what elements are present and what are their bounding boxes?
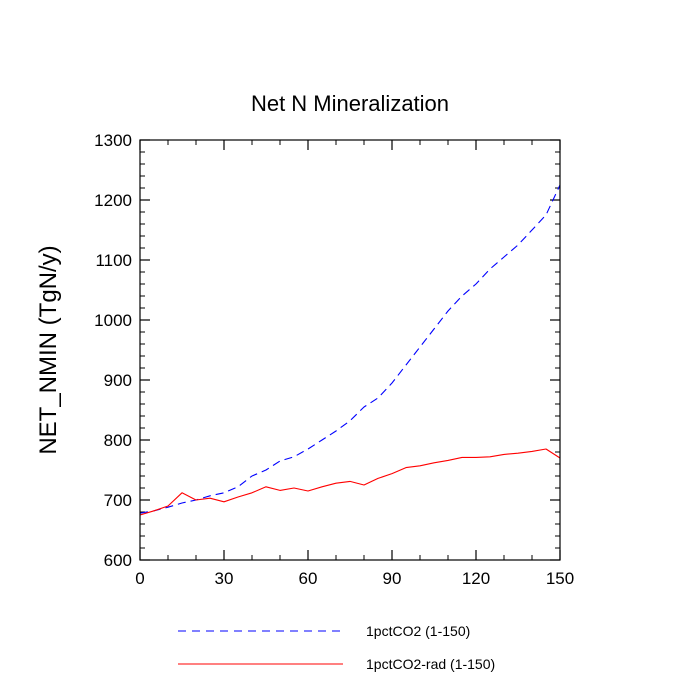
- plot-frame: [139, 139, 561, 561]
- series-line-1pctco2: [139, 184, 561, 514]
- legend-label: 1pctCO2-rad (1-150): [366, 656, 495, 672]
- x-tick-label: 30: [215, 569, 234, 588]
- y-tick-label: 1300: [94, 131, 132, 150]
- y-tick-label: 800: [104, 431, 132, 450]
- axis-ticks: 600 700 800 900 1000 1100 1200 1300 0 30 60 90 120 15…: [94, 131, 574, 588]
- x-tick-label: 150: [546, 569, 574, 588]
- x-tick-label: 0: [135, 569, 144, 588]
- y-tick-label: 1100: [95, 251, 132, 270]
- y-tick-label: 1200: [94, 191, 132, 210]
- legend-label: 1pctCO2 (1-150): [366, 623, 470, 639]
- y-axis-label: NET_NMIN (TgN/y): [35, 245, 62, 454]
- chart-title: Net N Mineralization: [251, 91, 449, 116]
- legend: 1pctCO2 (1-150) 1pctCO2-rad (1-150): [178, 623, 495, 672]
- x-tick-label: 60: [299, 569, 318, 588]
- series-line-1pctco2-rad: [139, 448, 561, 516]
- y-tick-label: 700: [104, 491, 132, 510]
- y-tick-label: 1000: [94, 311, 132, 330]
- y-tick-label: 600: [104, 551, 132, 570]
- series-layer: [139, 184, 561, 516]
- y-tick-label: 900: [104, 371, 132, 390]
- x-tick-label: 120: [462, 569, 490, 588]
- x-tick-label: 90: [383, 569, 402, 588]
